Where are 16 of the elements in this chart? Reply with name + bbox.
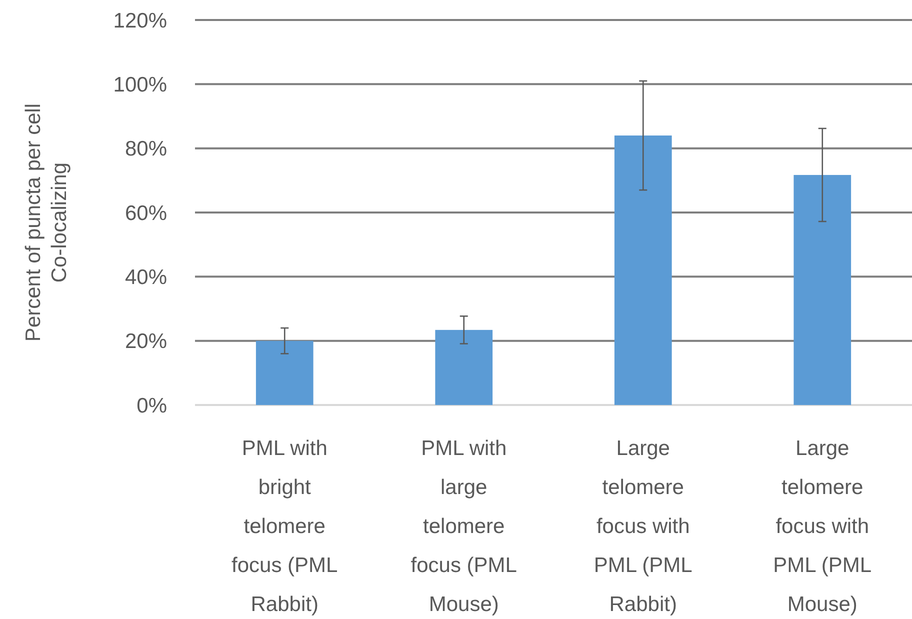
bar [435, 330, 493, 405]
y-tick-label: 120% [113, 9, 167, 32]
y-tick-label: 100% [113, 74, 167, 97]
y-tick-label: 40% [124, 266, 167, 290]
x-tick-label: PML with large telomere focus (PML Mouse) [410, 437, 517, 616]
x-tick-label: Large telomere focus with PML (PML Mouse) [773, 437, 872, 616]
y-tick-label: 0% [136, 394, 167, 418]
bar [256, 340, 314, 405]
y-axis-title: Percent of puncta per cell Co-localizing [22, 103, 71, 342]
y-tick-label: 80% [124, 138, 167, 161]
bar [614, 136, 672, 405]
y-tick-label: 20% [124, 330, 167, 354]
bar [794, 174, 852, 405]
x-tick-label: PML with bright telomere focus (PML Rabbit) [232, 437, 338, 616]
y-tick-label: 60% [124, 202, 167, 225]
x-tick-label: Large telomere focus with PML (PML Rabbit) [594, 437, 692, 616]
